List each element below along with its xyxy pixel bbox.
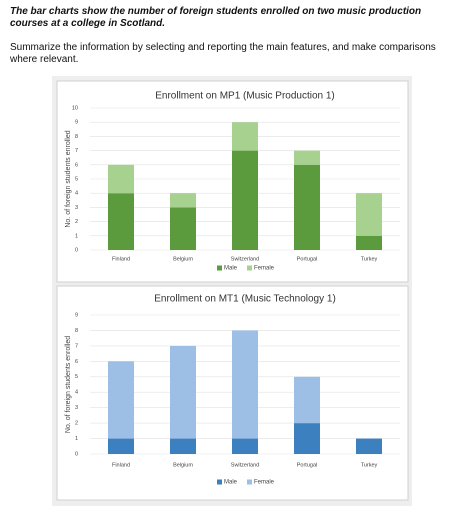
x-tick-label: Switzerland (231, 256, 259, 262)
y-tick-label: 7 (75, 148, 78, 154)
legend-label: Female (254, 266, 275, 272)
bar-segment (356, 193, 382, 236)
bar-segment (294, 423, 320, 454)
bar-segment (232, 438, 258, 454)
prompt: The bar charts show the number of foreig… (10, 6, 422, 29)
y-tick-label: 2 (75, 219, 78, 225)
chart-title: Enrollment on MP1 (Music Production 1) (155, 91, 335, 102)
x-tick-label: Turkey (361, 256, 378, 262)
y-tick-label: 5 (75, 176, 78, 182)
y-tick-label: 4 (75, 191, 78, 197)
legend-label: Male (224, 480, 238, 486)
y-tick-label: 7 (75, 343, 78, 349)
bar-segment (232, 122, 258, 151)
y-tick-label: 0 (75, 451, 78, 457)
y-tick-label: 8 (75, 328, 78, 334)
y-tick-label: 10 (72, 105, 78, 111)
bar-segment (170, 207, 196, 250)
legend-swatch (247, 265, 252, 271)
bar-segment (108, 164, 134, 194)
x-tick-label: Switzerland (231, 462, 259, 468)
y-tick-label: 1 (75, 436, 78, 442)
x-tick-label: Finland (112, 462, 130, 468)
y-tick-label: 6 (75, 162, 78, 168)
bar-segment (170, 345, 196, 439)
legend-label: Female (254, 480, 275, 486)
legend-swatch (247, 479, 252, 485)
y-tick-label: 6 (75, 359, 78, 365)
bar-segment (108, 193, 134, 250)
chart-title: Enrollment on MT1 (Music Technology 1) (154, 294, 336, 305)
bar-segment (170, 438, 196, 454)
y-tick-label: 1 (75, 233, 78, 239)
y-tick-label: 3 (75, 205, 78, 211)
y-tick-label: 9 (75, 312, 78, 318)
x-tick-label: Finland (112, 256, 130, 262)
y-tick-label: 4 (75, 390, 78, 396)
legend-swatch (217, 265, 222, 271)
y-tick-label: 2 (75, 421, 78, 427)
bar-segment (170, 193, 196, 208)
y-axis-label: No. of foreign students enrolled (65, 336, 72, 433)
bar-segment (294, 164, 320, 250)
bar-segment (108, 438, 134, 454)
task: Summarize the information by selecting a… (10, 42, 436, 65)
y-tick-label: 5 (75, 374, 78, 380)
y-tick-label: 0 (75, 247, 78, 253)
x-tick-label: Turkey (361, 462, 378, 468)
x-tick-label: Portugal (297, 462, 318, 468)
legend-label: Male (224, 266, 238, 272)
bar-segment (294, 150, 320, 165)
y-axis-label: No. of foreign students enrolled (65, 130, 72, 227)
bar-segment (232, 150, 258, 250)
bar-segment (232, 330, 258, 439)
x-tick-label: Belgium (173, 462, 193, 468)
bar-segment (108, 361, 134, 439)
bar-segment (294, 376, 320, 424)
bar-segment (356, 438, 382, 454)
y-tick-label: 9 (75, 120, 78, 126)
x-tick-label: Portugal (297, 256, 318, 262)
y-tick-label: 8 (75, 134, 78, 140)
y-tick-label: 3 (75, 405, 78, 411)
bar-segment (356, 235, 382, 250)
legend-swatch (217, 479, 222, 485)
x-tick-label: Belgium (173, 256, 193, 262)
